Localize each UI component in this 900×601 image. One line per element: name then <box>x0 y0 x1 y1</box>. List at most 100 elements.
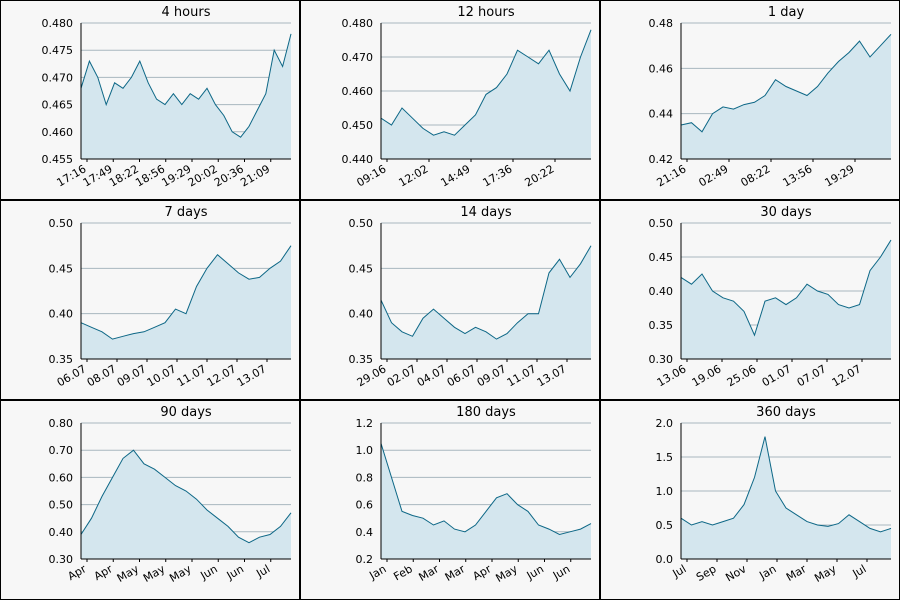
chart-panel: 180 days 0.2 0.4 0.6 0.8 1.0 1.2 Jan Feb Mar Mar Ap… <box>300 400 600 600</box>
series-line <box>80 245 292 340</box>
chart-panel: 1 day 0.42 0.44 0.46 0.48 21:16 02:49 08:22 13:5… <box>600 0 900 200</box>
y-tick-label: 0.35 <box>49 353 74 366</box>
y-tick-label: 0.45 <box>349 262 374 275</box>
x-tick-label: Jun <box>197 562 219 582</box>
chart-title: 4 hours <box>162 5 211 20</box>
series-line <box>380 443 592 536</box>
y-tick-label: 0.4 <box>356 526 374 539</box>
y-tick-label: 0.60 <box>49 471 74 484</box>
y-tick-label: 0.40 <box>49 308 74 321</box>
y-tick-label: 0.40 <box>649 285 674 298</box>
x-tick-label: 09:16 <box>355 162 389 189</box>
series-line <box>380 29 592 136</box>
y-tick-label: 1.0 <box>656 485 674 498</box>
y-tick-label: 0.2 <box>356 553 374 566</box>
x-tick-label: Jul <box>253 562 272 580</box>
x-tick-label: May <box>167 562 194 585</box>
y-tick-label: 0.70 <box>49 444 74 457</box>
x-tick-label: 12.07 <box>830 362 864 389</box>
series-area <box>381 29 591 159</box>
series-area <box>81 33 291 159</box>
x-tick-label: 19:29 <box>823 162 857 189</box>
chart-svg: 360 days 0.0 0.5 1.0 1.5 2.0 Jul Sep Nov Jan Mar Ma… <box>656 405 892 585</box>
series-line <box>680 239 892 337</box>
x-tick-label: Jun <box>550 562 572 582</box>
y-tick-label: 0.8 <box>356 471 374 484</box>
chart-panel: 30 days 0.30 0.35 0.40 0.45 0.50 13.06 19.06 25.… <box>600 200 900 400</box>
x-tick-label: 14:49 <box>439 162 473 189</box>
chart-svg: 30 days 0.30 0.35 0.40 0.45 0.50 13.06 19.06 25.… <box>649 205 892 389</box>
x-tick-label: Sep <box>694 562 718 584</box>
chart-svg: 7 days 0.35 0.40 0.45 0.50 06.0708.0709.0710.… <box>49 205 292 389</box>
y-tick-label: 0.46 <box>649 62 674 75</box>
x-tick-label: May <box>494 562 521 585</box>
chart-panel: 14 days 0.35 0.40 0.45 0.50 29.06 02.07 04.07 06… <box>300 200 600 400</box>
y-tick-label: 0.480 <box>42 17 74 30</box>
y-tick-label: 0.475 <box>42 44 74 57</box>
series-area <box>681 240 891 359</box>
chart-svg: 12 hours 0.440 0.450 0.460 0.470 0.480 09:16 12… <box>342 5 592 189</box>
y-tick-label: 2.0 <box>656 417 674 430</box>
chart-title: 180 days <box>456 405 516 420</box>
x-tick-label: 11.07 <box>505 362 539 389</box>
y-tick-label: 1.2 <box>356 417 374 430</box>
y-tick-label: 0.30 <box>649 353 674 366</box>
x-tick-label: Jan <box>756 562 778 582</box>
x-tick-label: 09.07 <box>115 362 149 389</box>
x-tick-label: Jul <box>850 562 869 580</box>
x-tick-label: 02.07 <box>385 362 419 389</box>
chart-title: 14 days <box>460 205 512 220</box>
y-tick-label: 0.5 <box>656 519 674 532</box>
x-tick-label: May <box>115 562 142 585</box>
x-tick-label: 12:02 <box>397 162 431 189</box>
chart-svg: 4 hours0.4550.4600.4650.4700.4750.48017:… <box>42 5 292 189</box>
series-area <box>681 34 891 159</box>
chart-title: 90 days <box>160 405 212 420</box>
y-tick-label: 0.44 <box>649 108 674 121</box>
y-tick-label: 0.460 <box>42 126 74 139</box>
y-tick-label: 0.470 <box>42 71 74 84</box>
series-line <box>80 33 292 138</box>
x-tick-label: 09.07 <box>475 362 509 389</box>
series-line <box>80 449 292 544</box>
y-tick-label: 0.48 <box>649 17 674 30</box>
x-tick-label: May <box>141 562 168 585</box>
y-tick-label: 0.465 <box>42 99 74 112</box>
x-tick-label: May <box>812 562 839 585</box>
y-tick-label: 0.50 <box>649 217 674 230</box>
x-tick-label: 13.06 <box>655 362 689 389</box>
series-area <box>381 443 591 559</box>
y-tick-label: 0.42 <box>649 153 674 166</box>
series-area <box>681 436 891 559</box>
series-area <box>381 245 591 359</box>
x-tick-label: 02:49 <box>697 162 731 189</box>
x-tick-label: 06.07 <box>55 362 89 389</box>
y-tick-label: 0.480 <box>342 17 374 30</box>
x-tick-label: 10.07 <box>145 362 179 389</box>
x-tick-label: Jun <box>224 562 246 582</box>
x-tick-label: 08:22 <box>739 162 773 189</box>
series-line <box>680 33 892 133</box>
y-tick-label: 0.460 <box>342 85 374 98</box>
x-tick-label: 11.07 <box>175 362 209 389</box>
x-tick-label: 04.07 <box>415 362 449 389</box>
chart-title: 12 hours <box>457 5 514 20</box>
y-tick-label: 0.45 <box>649 251 674 264</box>
x-tick-label: Mar <box>417 562 442 584</box>
x-tick-label: 17:36 <box>481 162 515 189</box>
x-tick-label: 21:09 <box>238 162 272 189</box>
x-tick-label: Feb <box>391 562 414 583</box>
x-tick-label: 21:16 <box>655 162 689 189</box>
chart-title: 30 days <box>760 205 812 220</box>
chart-svg: 1 day 0.42 0.44 0.46 0.48 21:16 02:49 08:22 13:5… <box>649 5 892 189</box>
chart-panel: 90 days 0.30 0.40 0.50 0.60 0.70 0.80 Apr Apr May… <box>0 400 300 600</box>
x-tick-label: Mar <box>784 562 809 584</box>
y-tick-label: 0.50 <box>49 217 74 230</box>
chart-title: 360 days <box>756 405 816 420</box>
y-tick-label: 0.50 <box>349 217 374 230</box>
x-tick-label: Apr <box>471 562 494 583</box>
x-tick-label: 07.07 <box>795 362 829 389</box>
y-tick-label: 0.30 <box>49 553 74 566</box>
y-tick-label: 0.80 <box>49 417 74 430</box>
y-tick-label: 1.0 <box>356 444 374 457</box>
